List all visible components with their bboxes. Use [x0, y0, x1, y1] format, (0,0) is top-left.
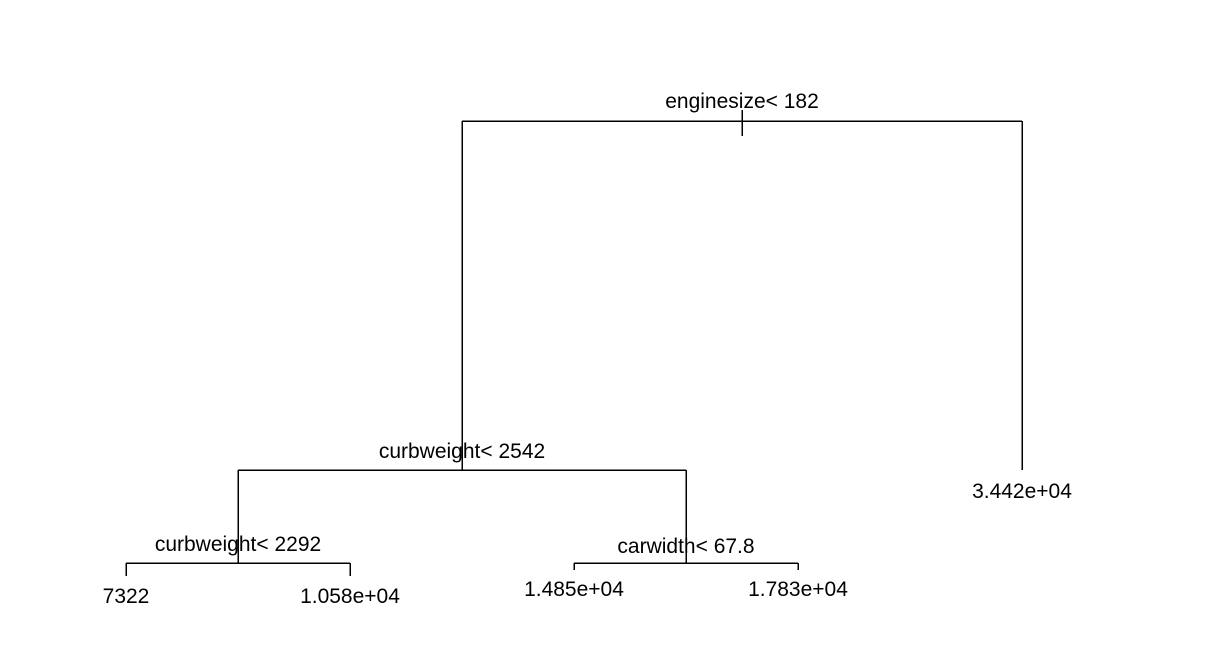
leaf-value-4: 1.783e+04	[748, 578, 848, 601]
split-label-curbweight-2542: curbweight< 2542	[379, 440, 545, 463]
leaf-value-5: 3.442e+04	[972, 480, 1072, 503]
leaf-value-2: 1.058e+04	[300, 585, 400, 608]
split-label-enginesize: enginesize< 182	[665, 90, 819, 113]
leaf-value-3: 1.485e+04	[524, 578, 624, 601]
split-label-carwidth: carwidth< 67.8	[617, 535, 754, 558]
leaf-value-1: 7322	[103, 585, 150, 608]
split-label-curbweight-2292: curbweight< 2292	[155, 533, 321, 556]
